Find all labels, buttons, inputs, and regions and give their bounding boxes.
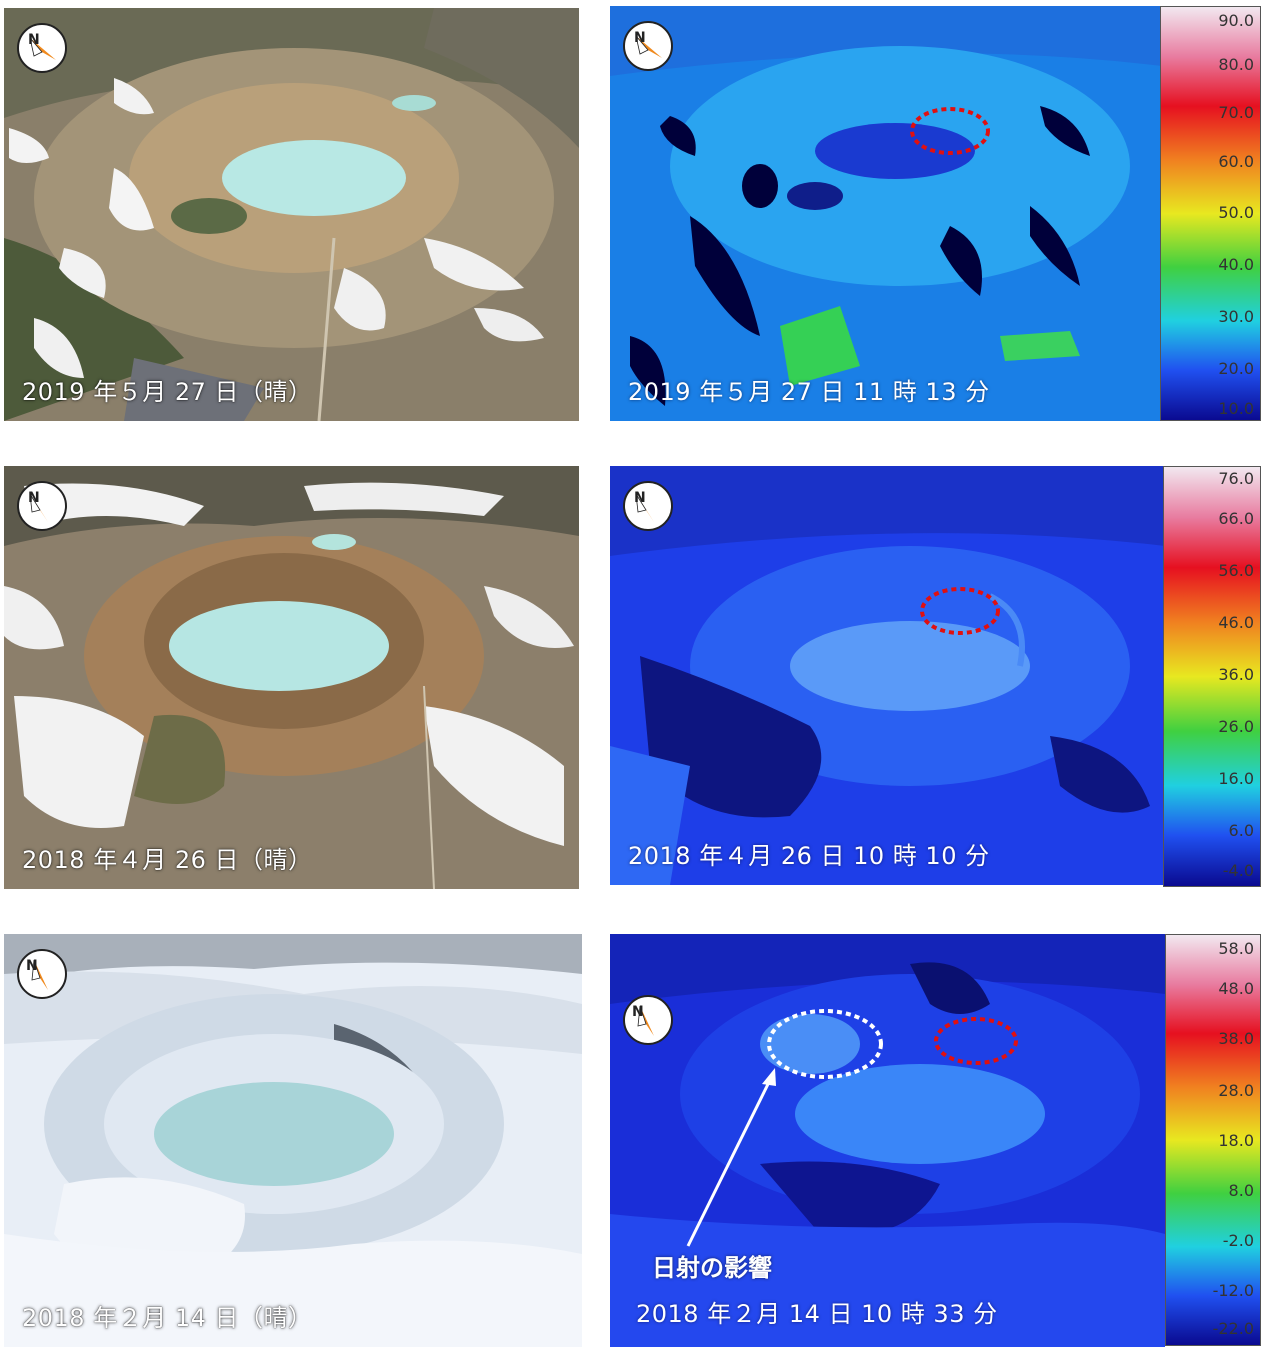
thermal-image-winter <box>610 934 1165 1347</box>
solar-effect-label: 日射の影響 <box>652 1254 772 1282</box>
scale-tick: 20.0 <box>1218 359 1254 378</box>
scale-tick: -22.0 <box>1212 1319 1254 1338</box>
scale-tick: 70.0 <box>1218 103 1254 122</box>
photo-2019-05-27: N 2019 年５月 27 日（晴） <box>4 8 579 421</box>
thermal-2018-02-14: N 日射の影響 2018 年２月 14 日 10 時 33 分 <box>610 934 1165 1347</box>
thermal-image-summer <box>610 6 1162 421</box>
scale-tick: 90.0 <box>1218 11 1254 30</box>
temperature-scale: 90.0 80.0 70.0 60.0 50.0 40.0 30.0 20.0 … <box>1160 6 1261 421</box>
scale-tick: 30.0 <box>1218 307 1254 326</box>
scale-tick: 40.0 <box>1218 255 1254 274</box>
scale-tick: 8.0 <box>1228 1181 1254 1200</box>
scale-tick: -2.0 <box>1222 1231 1254 1250</box>
north-arrow-icon: N <box>623 481 673 531</box>
photo-caption: 2018 年４月 26 日（晴） <box>22 846 313 874</box>
photo-2018-02-14: N 2018 年２月 14 日（晴） <box>4 934 582 1347</box>
crater-photo-winter <box>4 934 582 1347</box>
thermal-2018-04-26: N 2018 年４月 26 日 10 時 10 分 <box>610 466 1165 885</box>
photo-caption: 2018 年２月 14 日（晴） <box>22 1304 313 1332</box>
scale-tick: 58.0 <box>1218 939 1254 958</box>
scale-tick: 36.0 <box>1218 665 1254 684</box>
scale-tick: 80.0 <box>1218 55 1254 74</box>
scale-tick: -12.0 <box>1212 1281 1254 1300</box>
scale-tick: 66.0 <box>1218 509 1254 528</box>
temperature-scale: 76.0 66.0 56.0 46.0 36.0 26.0 16.0 6.0 -… <box>1163 466 1261 887</box>
solar-effect-marker <box>767 1009 883 1079</box>
thermal-2019-05-27: N 2019 年５月 27 日 11 時 13 分 <box>610 6 1162 421</box>
photo-2018-04-26: N 2018 年４月 26 日（晴） <box>4 466 579 889</box>
svg-text:N: N <box>634 490 646 506</box>
scale-tick: 48.0 <box>1218 979 1254 998</box>
scale-tick: 76.0 <box>1218 469 1254 488</box>
north-arrow-icon: N <box>623 995 673 1045</box>
scale-tick: 56.0 <box>1218 561 1254 580</box>
scale-tick: 26.0 <box>1218 717 1254 736</box>
svg-text:N: N <box>28 32 40 48</box>
crater-photo-spring <box>4 466 579 889</box>
north-arrow-icon: N <box>17 949 67 999</box>
thermal-image-spring <box>610 466 1165 885</box>
heat-anomaly-marker <box>920 587 1000 635</box>
north-arrow-icon: N <box>17 23 67 73</box>
svg-text:N: N <box>26 958 38 974</box>
crater-photo-summer <box>4 8 579 421</box>
scale-tick: 60.0 <box>1218 152 1254 171</box>
scale-tick: 46.0 <box>1218 613 1254 632</box>
annotation-arrow <box>686 1075 774 1247</box>
north-arrow-icon: N <box>623 21 673 71</box>
scale-tick: 6.0 <box>1228 821 1254 840</box>
temperature-scale: 58.0 48.0 38.0 28.0 18.0 8.0 -2.0 -12.0 … <box>1165 934 1261 1346</box>
thermal-caption: 2019 年５月 27 日 11 時 13 分 <box>628 378 990 406</box>
heat-anomaly-marker <box>934 1017 1018 1065</box>
photo-caption: 2019 年５月 27 日（晴） <box>22 378 313 406</box>
scale-tick: 28.0 <box>1218 1081 1254 1100</box>
svg-text:N: N <box>28 490 40 506</box>
thermal-caption: 2018 年２月 14 日 10 時 33 分 <box>636 1300 998 1328</box>
north-arrow-icon: N <box>17 481 67 531</box>
heat-anomaly-marker <box>910 107 990 155</box>
scale-tick: -4.0 <box>1222 861 1254 880</box>
svg-text:N: N <box>632 1004 644 1020</box>
scale-tick: 10.0 <box>1218 399 1254 418</box>
scale-tick: 38.0 <box>1218 1029 1254 1048</box>
scale-tick: 18.0 <box>1218 1131 1254 1150</box>
scale-tick: 16.0 <box>1218 769 1254 788</box>
svg-text:N: N <box>634 30 646 46</box>
scale-tick: 50.0 <box>1218 203 1254 222</box>
thermal-caption: 2018 年４月 26 日 10 時 10 分 <box>628 842 990 870</box>
